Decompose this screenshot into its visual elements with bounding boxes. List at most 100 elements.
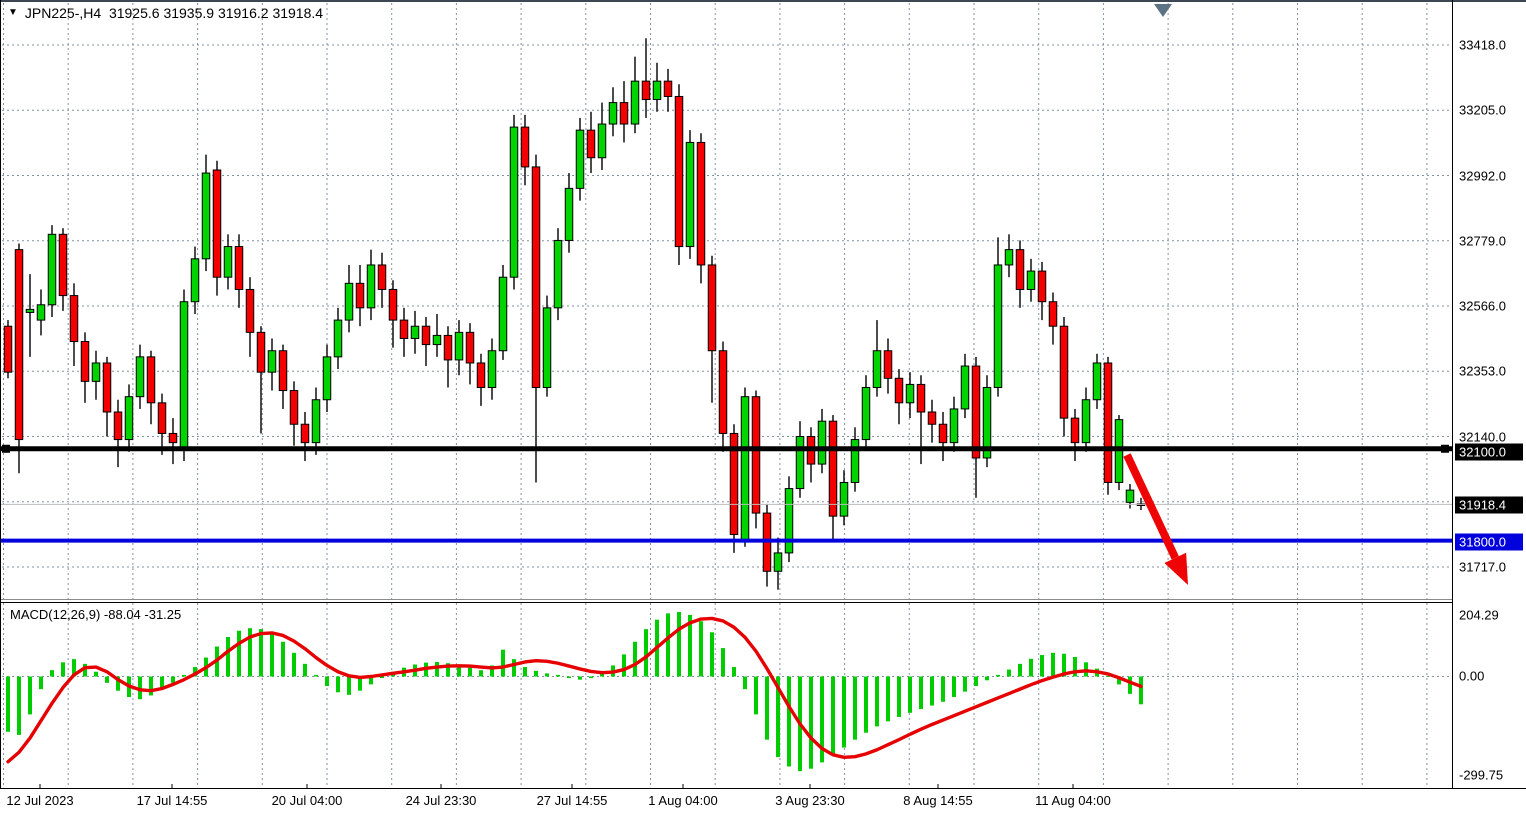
macd-histogram-bar	[501, 649, 505, 677]
candle-body	[630, 80, 640, 125]
macd-histogram-bar	[446, 663, 450, 677]
macd-histogram-bar	[875, 676, 879, 727]
macd-histogram-bar	[842, 676, 846, 748]
macd-histogram-bar	[996, 674, 1000, 677]
red-arrow-head[interactable]	[1164, 552, 1188, 585]
macd-histogram-bar	[1029, 658, 1033, 677]
macd-histogram-bar	[182, 674, 186, 677]
macd-histogram-bar	[347, 676, 351, 695]
macd-histogram-bar	[61, 662, 65, 677]
time-axis[interactable]: 12 Jul 2023 17 Jul 14:55 20 Jul 04:00 24 Ju…	[0, 789, 1526, 813]
candle-body	[14, 249, 24, 441]
price-scale-label: 32353.0	[1459, 363, 1506, 379]
macd-histogram-bar	[721, 648, 725, 677]
macd-histogram-bar	[435, 661, 439, 677]
ohlc-values: 31925.6 31935.9 31916.2 31918.4	[108, 5, 324, 21]
candle-body	[344, 282, 354, 321]
macd-indicator-label: MACD(12,26,9) -88.04 -31.25	[10, 607, 182, 622]
macd-histogram-bar	[765, 676, 769, 740]
candle-body	[179, 301, 189, 450]
price-badge: 31918.4	[1455, 496, 1523, 514]
macd-histogram-bar	[589, 676, 593, 679]
macd-histogram-bar	[259, 629, 263, 677]
macd-histogram-bar	[325, 676, 329, 686]
candle-body	[949, 408, 959, 444]
candle-body	[773, 552, 783, 572]
candle-body	[696, 141, 706, 266]
macd-histogram-bar	[864, 676, 868, 733]
candle-body	[520, 126, 530, 168]
candle-body	[377, 264, 387, 290]
macd-histogram-bar	[336, 676, 340, 693]
macd-histogram-bar	[457, 665, 461, 677]
time-axis-label: 27 Jul 14:55	[536, 793, 608, 808]
candle-body	[982, 386, 992, 459]
macd-histogram-bar	[666, 613, 670, 677]
macd-histogram-bar	[1018, 663, 1022, 677]
candle-body	[784, 488, 794, 554]
macd-histogram-bar	[358, 676, 362, 691]
candle-body	[388, 288, 398, 321]
macd-histogram-bar	[776, 676, 780, 758]
candle-body	[1026, 270, 1036, 290]
candle-body	[575, 129, 585, 189]
price-scale-label: 33205.0	[1459, 102, 1506, 118]
macd-histogram-bar	[1062, 653, 1066, 677]
scale-divider	[1452, 0, 1453, 788]
candle-body	[322, 356, 332, 401]
candle-body	[619, 102, 629, 125]
candle-body	[245, 288, 255, 333]
candle-body	[971, 365, 981, 459]
candle-body	[498, 276, 508, 352]
candle-body	[36, 304, 46, 321]
candle-body	[1092, 362, 1102, 401]
candle-body	[795, 436, 805, 490]
candle-body	[586, 129, 596, 159]
candle-body	[707, 264, 717, 352]
time-axis-label: 12 Jul 2023	[6, 793, 74, 808]
macd-histogram-bar	[809, 676, 813, 769]
macd-histogram-bar	[490, 665, 494, 677]
candle-body	[278, 350, 288, 392]
price-scale[interactable]: 33418.0 33205.0 32992.0 32779.0 32566.0 32353…	[1453, 0, 1526, 788]
price-scale-label: 32779.0	[1459, 233, 1506, 249]
macd-histogram-bar	[941, 676, 945, 702]
candle-body	[465, 331, 475, 364]
macd-histogram-bar	[94, 671, 98, 677]
candle-body	[564, 187, 574, 241]
macd-histogram-bar	[831, 676, 835, 755]
red-arrow-shaft[interactable]	[1123, 453, 1179, 560]
time-axis-label: 8 Aug 14:55	[903, 793, 973, 808]
macd-histogram-bar	[193, 667, 197, 677]
candle-body	[542, 307, 552, 388]
macd-histogram-bar	[567, 676, 571, 679]
candle-body	[652, 80, 662, 101]
hline-right-handle[interactable]	[1441, 444, 1449, 453]
symbol-dropdown-icon[interactable]: ▼	[8, 7, 18, 18]
chart-shift-marker-icon[interactable]	[1154, 4, 1172, 17]
macd-histogram-bar	[523, 667, 527, 677]
hline-left-handle[interactable]	[2, 444, 10, 453]
candle-body	[883, 350, 893, 379]
macd-histogram-bar	[677, 612, 681, 677]
panel-separator[interactable]	[0, 599, 1453, 600]
macd-histogram-bar	[699, 621, 703, 677]
macd-histogram-bar	[1073, 656, 1077, 677]
candle-body	[1070, 417, 1080, 444]
candle-body	[1059, 325, 1069, 419]
candle-body	[355, 282, 365, 309]
candle-body	[432, 334, 442, 346]
macd-histogram-bar	[710, 632, 714, 677]
time-axis-label: 1 Aug 04:00	[648, 793, 718, 808]
candle-body	[80, 341, 90, 382]
candle-body	[410, 325, 420, 339]
macd-histogram-bar	[1139, 676, 1143, 705]
candle-body	[443, 334, 453, 361]
candle-body	[223, 246, 233, 278]
candle-body	[861, 386, 871, 441]
macd-histogram-bar	[512, 659, 516, 677]
macd-histogram-bar	[303, 663, 307, 677]
macd-histogram-bar	[72, 659, 76, 677]
candle-body	[718, 350, 728, 434]
